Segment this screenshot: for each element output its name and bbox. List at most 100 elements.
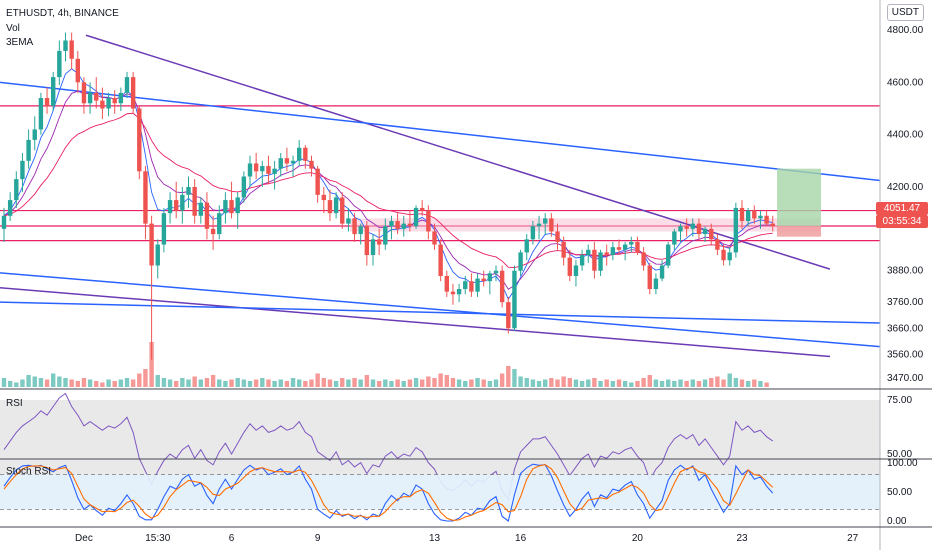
volume-bar [346,379,351,387]
countdown-badge: 03:55:34 [876,215,928,228]
candle-body [518,252,523,271]
candle-body [167,200,173,214]
time-tick-label: 23 [736,533,748,544]
volume-bar [57,376,62,387]
rsi-tick-label: 75.00 [887,395,912,406]
volume-bar [586,379,591,387]
volume-bar [161,378,167,387]
volume-bar [247,381,253,387]
time-axis[interactable]: Dec 15:30 6 9 13 16 20 23 27 [75,533,859,544]
candle-body [63,40,68,51]
candle-body [51,77,56,106]
last-price-badge: 4051.47 [876,202,928,215]
volume-bar [26,375,31,387]
candle-body [709,228,714,240]
volume-bar [192,376,197,387]
candle-body [622,244,628,250]
volume-bar [38,378,44,387]
ema-indicator-label[interactable]: 3EMA [6,37,34,48]
candle-body [346,218,351,224]
candle-body [198,202,203,216]
volume-bar [7,381,13,387]
volume-bar [235,378,240,387]
candle-body [143,171,148,224]
candle-body [413,207,419,227]
candle-body [87,92,93,104]
candle-body [420,207,425,211]
time-tick-label: Dec [75,533,93,544]
candle-body [309,160,314,169]
candle-body [733,207,739,253]
candle-body [57,50,62,78]
candle-body [549,218,554,232]
candle-body [629,241,634,245]
volume-bar [358,379,363,387]
rsi-label[interactable]: RSI [6,398,23,409]
volume-bar [198,379,203,387]
volume-indicator-label[interactable]: Vol [6,23,20,34]
volume-bar [758,381,763,387]
volume-bar [14,382,19,387]
volume-bar [174,381,179,387]
stoch-tick-label: 50.00 [887,487,912,498]
volume-bar [352,378,357,387]
stoch-rsi-label[interactable]: Stoch RSI [6,466,52,477]
candle-body [690,223,695,229]
candle-body [20,160,25,180]
candle-body [180,194,185,211]
volume-bar [100,382,105,387]
candle-body [32,129,37,140]
volume-bar [309,379,314,387]
volume-pane [1,342,769,387]
candle-body [217,213,222,235]
candle-body [155,244,160,266]
candle-body [543,218,548,224]
candle-body [112,98,117,104]
volume-bar [598,381,603,387]
volume-bar [721,379,726,387]
volume-bar [463,381,468,387]
candle-body [463,281,468,290]
candle-body [278,158,283,169]
volume-bar [450,378,456,387]
candle-body [315,168,320,195]
candle-body [75,58,80,83]
volume-bar [266,379,271,387]
symbol-title[interactable]: ETHUSDT, 4h, BINANCE [6,8,119,19]
candle-body [284,158,290,164]
volume-bar [112,381,117,387]
stoch-tick-label: 0.00 [887,516,907,527]
volume-bar [752,379,757,387]
stoch-rsi-pane[interactable] [0,463,880,522]
candle-body [407,223,413,227]
candle-body [118,92,124,104]
volume-bar [149,342,154,387]
volume-bar [297,379,302,387]
price-tick-label: 3470.00 [887,373,924,384]
price-pane[interactable] [0,32,881,360]
volume-bar [715,376,720,387]
currency-button[interactable]: USDT [886,4,924,21]
volume-bar [524,378,529,387]
volume-bar [44,379,50,387]
volume-bar [745,381,751,387]
volume-bar [395,379,400,387]
stoch-tick-label: 100.00 [887,458,918,469]
volume-bar [573,379,579,387]
candle-body [727,252,732,261]
candle-body [770,223,775,226]
candle-body [1,215,7,229]
volume-bar [487,381,493,387]
volume-bar [420,379,425,387]
volume-bar [530,379,536,387]
volume-bar [186,379,191,387]
volume-bar [401,381,406,387]
long-position-stop [777,225,821,237]
candle-body [715,239,720,250]
volume-bar [543,379,548,387]
volume-bar [413,378,419,387]
candle-body [186,186,191,195]
candle-body [666,244,671,266]
volume-bar [641,378,646,387]
